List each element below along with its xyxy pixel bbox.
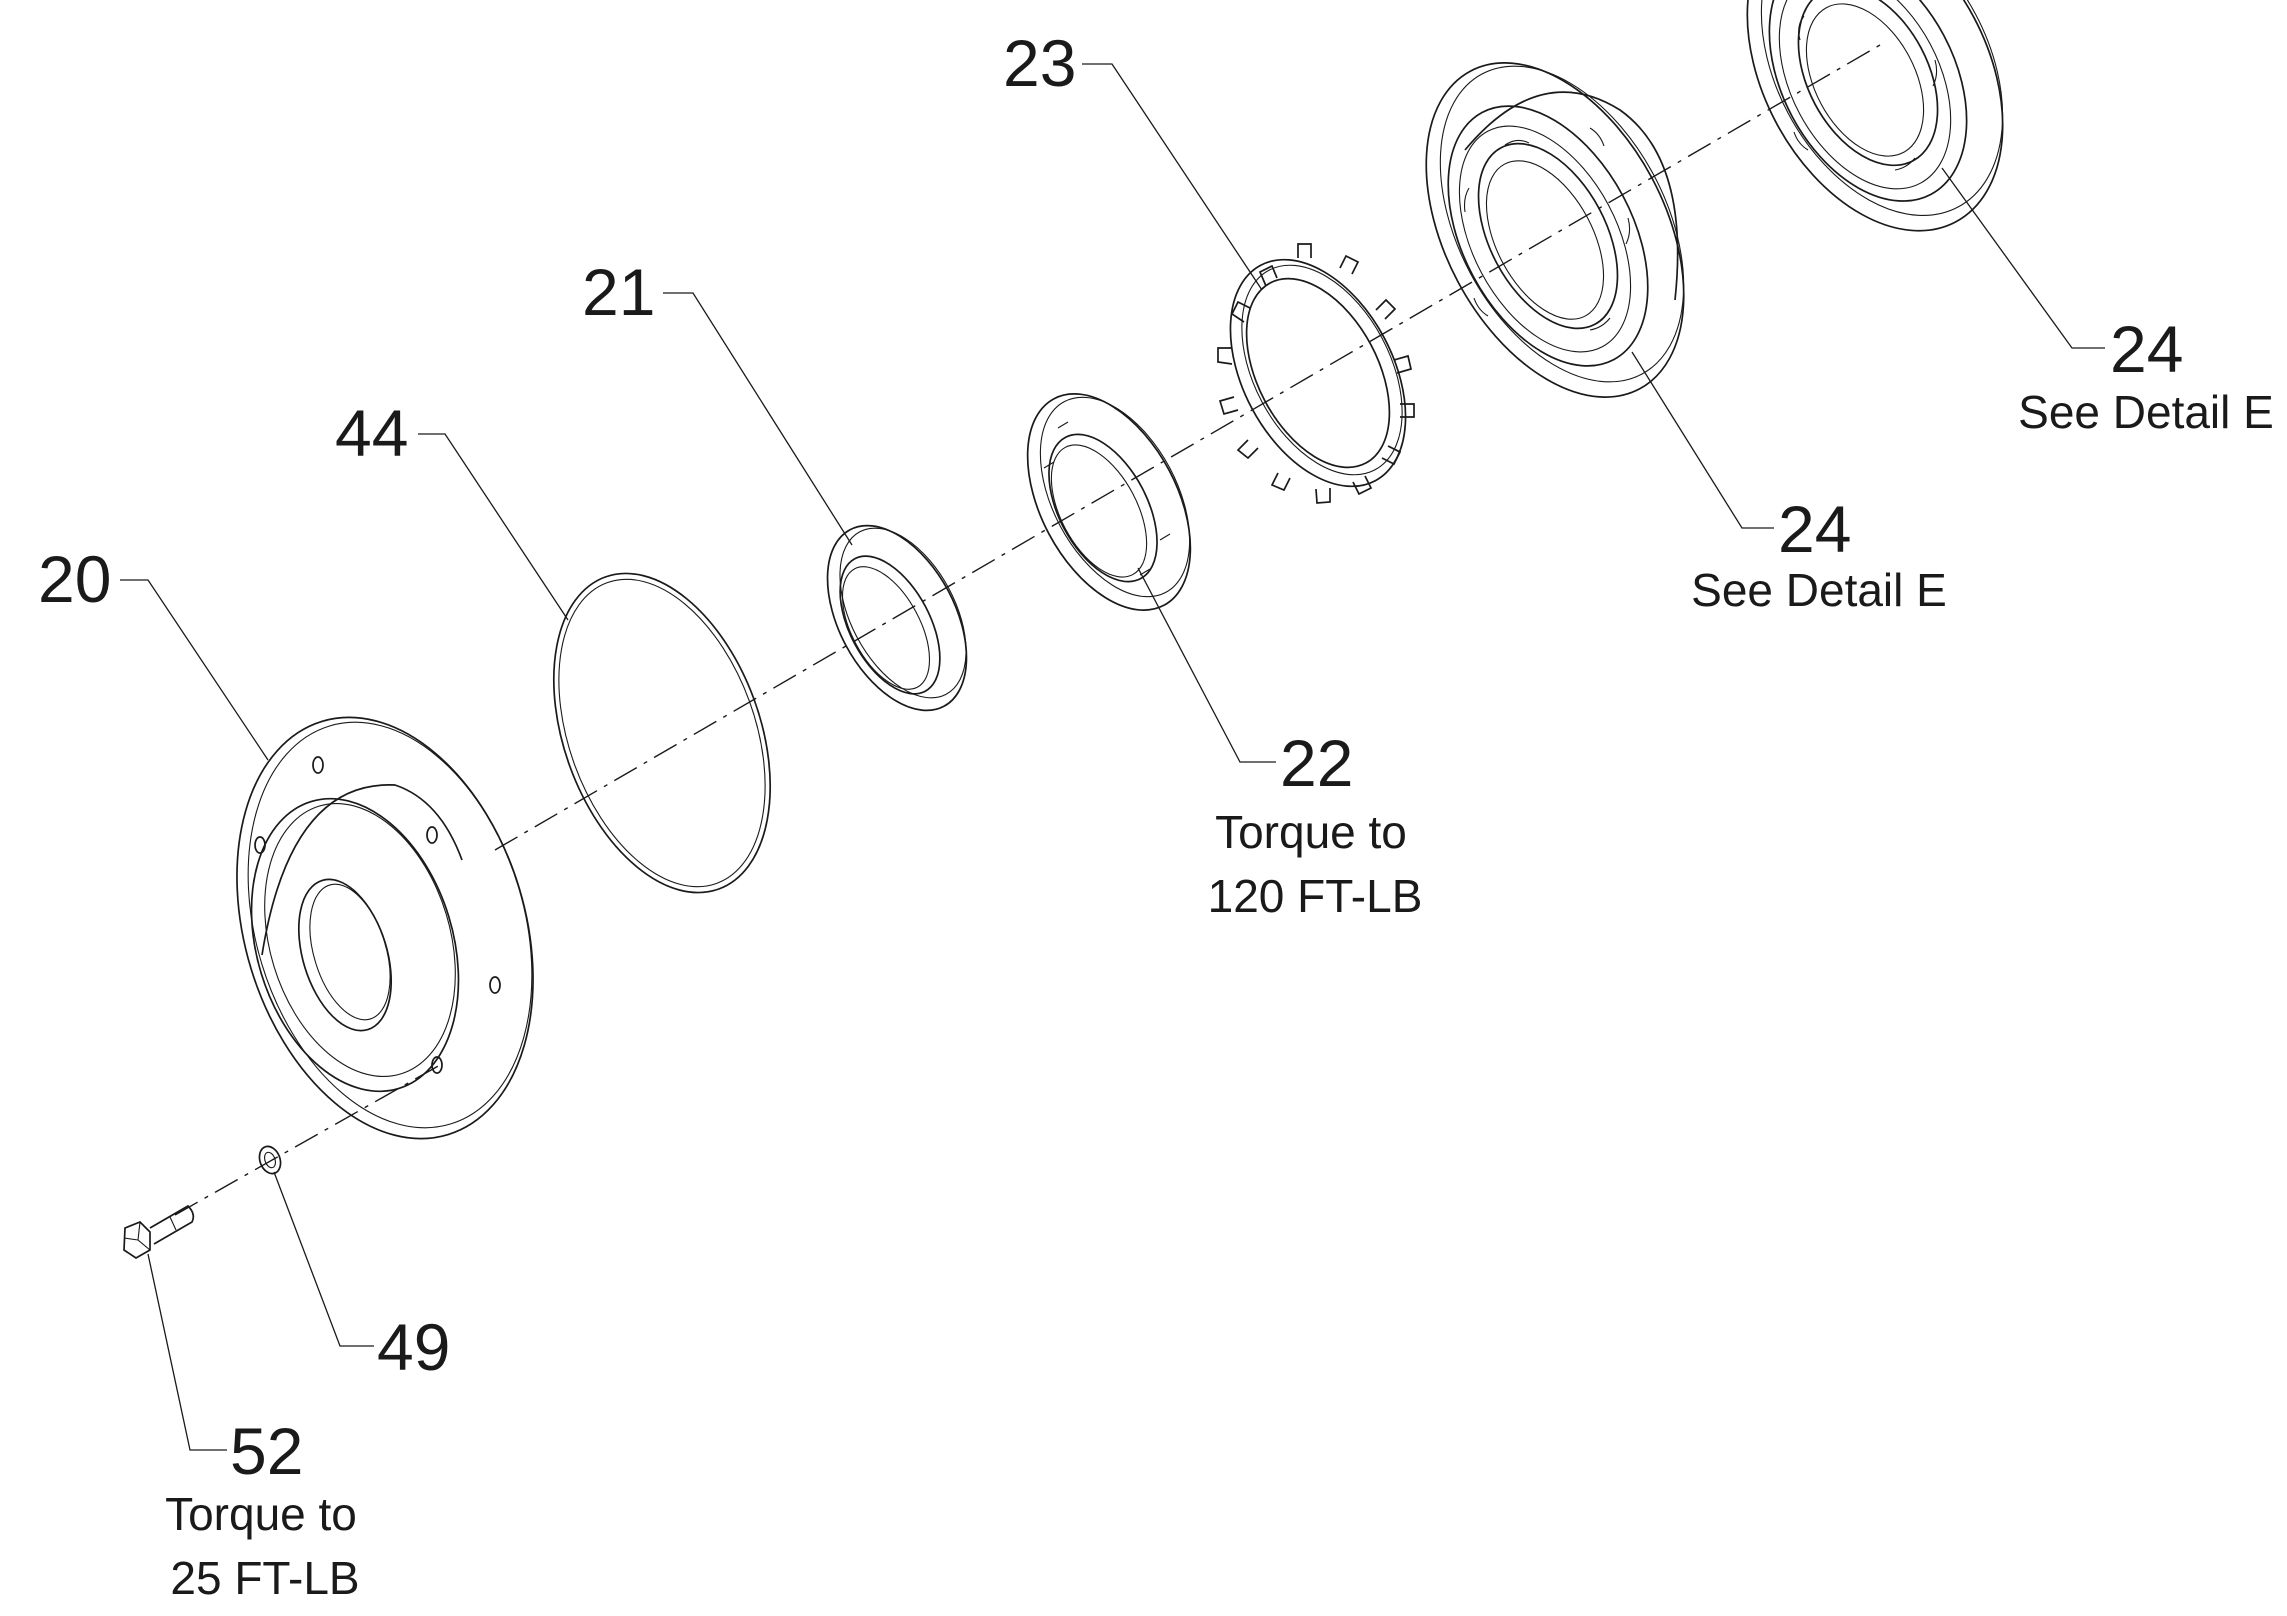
leader-44 (418, 433, 569, 621)
part-23-lock-washer (1217, 243, 1415, 504)
callout-24-lower-note: See Detail E (1691, 564, 1947, 616)
callout-20: 20 (38, 542, 111, 616)
callout-23: 23 (1003, 26, 1076, 100)
leader-24-lower (1631, 351, 1774, 529)
leader-lines (120, 63, 2105, 1451)
callout-44: 44 (335, 396, 408, 470)
part-20-end-cover (236, 716, 534, 1140)
callout-24-upper-note: See Detail E (2018, 386, 2274, 438)
leader-23 (1082, 63, 1263, 291)
callout-22: 22 (1280, 726, 1353, 800)
callout-22-note-line2: 120 FT-LB (1208, 870, 1423, 922)
part-22-lock-nut (1026, 393, 1192, 611)
part-52-bolt (123, 1204, 195, 1259)
callouts: 20 44 21 23 22 Torque to 120 FT-LB 24 Se… (38, 26, 2274, 1604)
part-44-o-ring (552, 572, 772, 894)
leader-24-upper (1941, 167, 2105, 349)
callout-49: 49 (377, 1310, 450, 1384)
part-21-seal (826, 524, 968, 712)
leader-20 (120, 579, 269, 761)
callout-24-upper: 24 (2110, 312, 2183, 386)
leader-21 (663, 292, 853, 546)
callout-52: 52 (230, 1414, 303, 1488)
part-24-bearing-lower (1425, 62, 1685, 398)
leader-49 (273, 1171, 374, 1347)
callout-24-lower: 24 (1778, 492, 1851, 566)
callout-52-note-line2: 25 FT-LB (170, 1552, 359, 1604)
callout-52-note-line1: Torque to (165, 1488, 357, 1540)
leader-52 (147, 1253, 227, 1451)
leader-22 (1137, 567, 1276, 763)
callout-21: 21 (582, 255, 655, 329)
part-24-bearing-upper (1746, 0, 2004, 232)
callout-22-note-line1: Torque to (1215, 806, 1407, 858)
center-axis (494, 44, 1881, 851)
part-49-washer (258, 1145, 282, 1175)
